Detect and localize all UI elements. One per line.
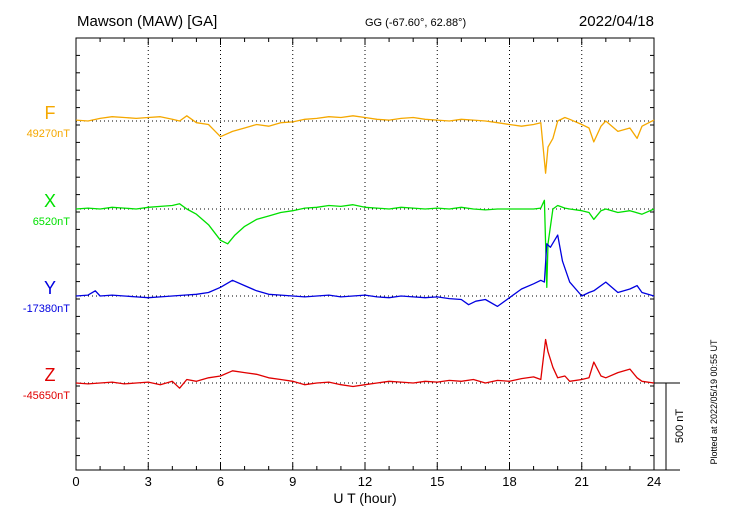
series-layer <box>75 115 655 389</box>
scale-bar: 500 nT <box>654 382 686 471</box>
x-tick-label: 6 <box>217 474 224 489</box>
x-axis-label: U T (hour) <box>333 490 396 506</box>
plotted-at-note: Plotted at 2022/05/19 00:55 UT <box>709 339 719 465</box>
grid-lines <box>76 38 654 470</box>
chart-date: 2022/04/18 <box>579 13 654 30</box>
series-x-name: X <box>44 191 56 211</box>
x-axis-ticks: 0 3 6 9 12 15 18 21 24 <box>72 474 661 489</box>
x-tick-label: 9 <box>289 474 296 489</box>
x-tick-label: 18 <box>502 474 516 489</box>
x-tick-label: 24 <box>647 474 661 489</box>
series-x-baseline: 6520nT <box>33 216 71 228</box>
x-tick-label: 0 <box>72 474 79 489</box>
frame-ticks <box>75 37 655 470</box>
series-z-line <box>75 338 655 389</box>
series-f-baseline: 49270nT <box>27 128 71 140</box>
x-tick-label: 15 <box>430 474 444 489</box>
series-y-name: Y <box>44 278 56 298</box>
chart-subtitle: GG (-67.60°, 62.88°) <box>365 17 466 29</box>
x-tick-label: 21 <box>575 474 589 489</box>
series-y-baseline: -17380nT <box>23 303 70 315</box>
series-x-line <box>75 199 655 288</box>
series-f-name: F <box>45 103 56 123</box>
series-f-line <box>75 115 655 174</box>
chart-title: Mawson (MAW) [GA] <box>77 13 217 30</box>
x-tick-label: 12 <box>358 474 372 489</box>
series-y-line <box>75 234 655 308</box>
series-z-baseline: -45650nT <box>23 390 70 402</box>
scale-bar-label: 500 nT <box>674 409 686 444</box>
series-labels: F 49270nT X 6520nT Y -17380nT Z -45650nT <box>23 103 70 402</box>
series-z-name: Z <box>45 365 56 385</box>
x-tick-label: 3 <box>145 474 152 489</box>
